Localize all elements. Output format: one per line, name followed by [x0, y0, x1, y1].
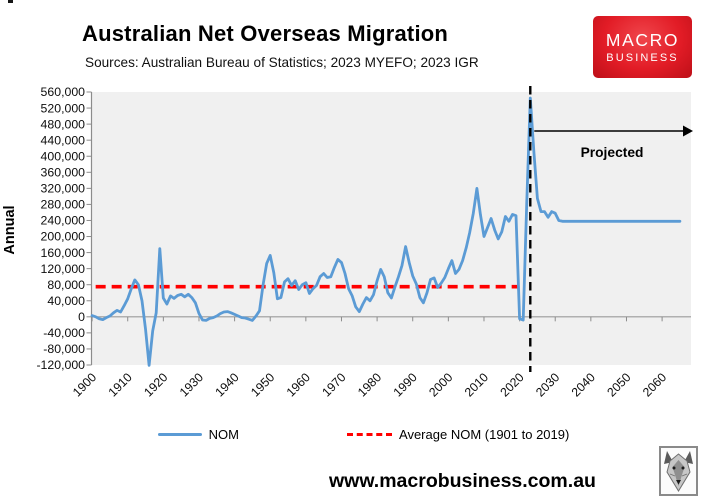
- y-tick-label: 320,000: [41, 182, 86, 196]
- logo-text-macro: MACRO: [605, 30, 680, 50]
- y-tick-label: 120,000: [41, 262, 86, 276]
- y-tick-label: 280,000: [41, 198, 86, 212]
- x-tick-label: 2060: [640, 370, 669, 399]
- y-tick-label: 0: [78, 310, 85, 324]
- x-tick-label: 1930: [177, 370, 206, 399]
- website-url: www.macrobusiness.com.au: [329, 470, 596, 492]
- x-tick-label: 1960: [284, 370, 313, 399]
- y-tick-label: 360,000: [41, 165, 86, 179]
- y-tick-label: 240,000: [41, 214, 86, 228]
- y-tick-label: 80,000: [47, 278, 85, 292]
- x-tick-label: 1980: [355, 370, 384, 399]
- chart-subtitle: Sources: Australian Bureau of Statistics…: [85, 55, 479, 70]
- y-tick-label: 400,000: [41, 149, 86, 163]
- x-tick-label: 2030: [533, 370, 562, 399]
- projected-arrowhead: [683, 125, 693, 137]
- legend-label-nom: NOM: [208, 427, 240, 442]
- chart-legend: NOM Average NOM (1901 to 2019): [0, 427, 703, 442]
- x-tick-label: 2050: [604, 370, 633, 399]
- wolf-icon: [664, 451, 693, 492]
- x-tick-label: 2000: [426, 370, 455, 399]
- nom-line-swatch: [157, 433, 202, 436]
- x-tick-label: 2040: [569, 370, 598, 399]
- logo-text-business: BUSINESS: [606, 52, 679, 64]
- y-tick-label: 40,000: [47, 294, 85, 308]
- x-tick-label: 2020: [497, 370, 526, 399]
- y-tick-label: 160,000: [41, 246, 86, 260]
- y-tick-label: 560,000: [41, 85, 86, 99]
- y-tick-label: 520,000: [41, 101, 86, 115]
- x-tick-label: 1900: [70, 370, 99, 399]
- nom-series-line: [90, 96, 682, 367]
- x-tick-label: 2010: [462, 370, 491, 399]
- chart-svg: 560,000 520,000 480,000 440,000 400,000 360,0…: [2, 85, 693, 399]
- legend-label-average: Average NOM (1901 to 2019): [399, 427, 570, 442]
- x-tick-label: 1970: [319, 370, 348, 399]
- y-tick-label: 200,000: [41, 230, 86, 244]
- wolf-logo: [659, 446, 698, 496]
- projected-label: Projected: [581, 145, 644, 160]
- y-tick-label: 480,000: [41, 117, 86, 131]
- chart-title: Australian Net Overseas Migration: [82, 21, 449, 46]
- y-axis-title: Annual: [2, 205, 18, 254]
- y-tick-label: -40,000: [43, 326, 85, 340]
- x-tick-label: 1910: [106, 370, 135, 399]
- y-tick-label: -80,000: [43, 342, 85, 356]
- y-tick-label: -120,000: [36, 358, 85, 372]
- x-tick-label: 1920: [141, 370, 170, 399]
- x-tick-label: 1940: [212, 370, 241, 399]
- x-tick-label: 1990: [391, 370, 420, 399]
- x-tick-label: 1950: [248, 370, 277, 399]
- legend-item-nom: NOM: [157, 427, 240, 442]
- average-dashed-swatch: [347, 433, 393, 436]
- crop-artifact-mark: [8, 0, 13, 3]
- macrobusiness-logo: MACRO BUSINESS: [593, 16, 692, 78]
- y-tick-label: 440,000: [41, 133, 86, 147]
- legend-item-average: Average NOM (1901 to 2019): [347, 427, 569, 442]
